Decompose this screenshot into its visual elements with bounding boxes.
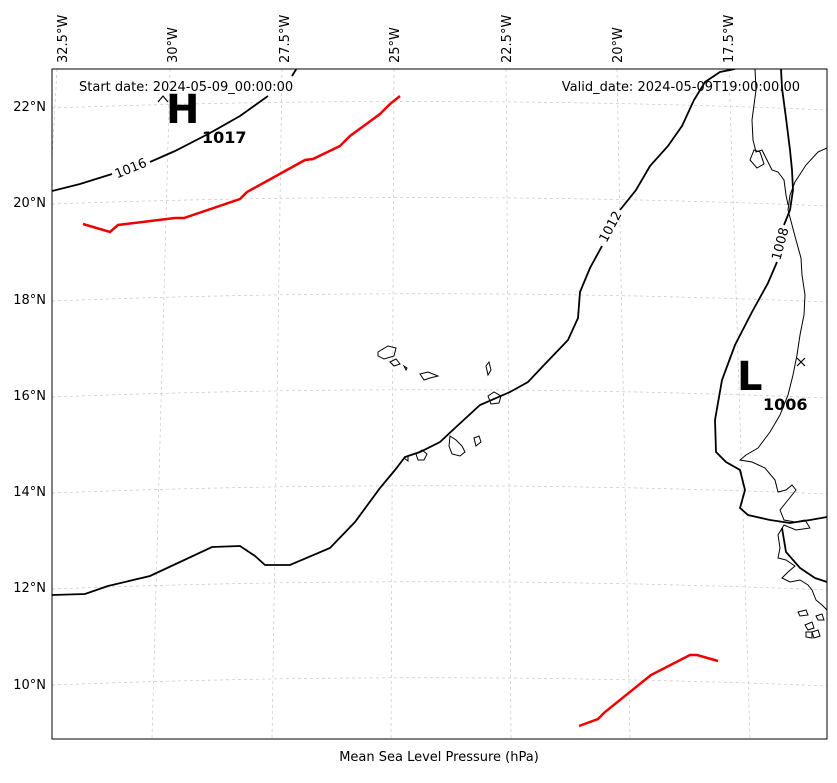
lon-label-25w: 25°W [388,27,403,63]
parallel-20n [52,197,827,207]
parallel-10n [52,677,827,687]
parallel-14n [52,485,827,495]
lat-label-20n: 20°N [13,196,46,211]
isobars [52,69,827,596]
front-southeast [578,653,719,728]
lon-label-30w: 30°W [166,27,181,63]
isobar-label-1016: 1016 [113,156,149,182]
coastal-island-north [749,149,765,169]
lon-label-20w: 20°W [611,27,626,63]
lat-label-22n: 22°N [13,100,46,115]
low-center-value: 1006 [763,395,808,414]
lat-label-18n: 18°N [13,293,46,308]
meridian-30w [151,69,171,739]
lon-label-32-5w: 32.5°W [56,15,71,63]
front-northwest [82,95,401,234]
low-center-marker [796,357,806,367]
latitude-tick-labels: 22°N 20°N 18°N 16°N 14°N 12°N 10°N [13,100,46,693]
island-santiago [448,435,466,457]
meridian-25w [390,69,395,739]
meridian-20w [616,69,631,739]
lon-label-22-5w: 22.5°W [500,15,515,63]
valid-date-label: Valid_date: 2024-05-09T19:00:00.00 [562,80,800,95]
parallel-22n [52,101,827,111]
parallel-12n [52,581,827,591]
island-sao-nicolau [419,371,440,381]
isobar-1008 [714,69,827,583]
island-santa-luzia [402,364,408,372]
lat-label-10n: 10°N [13,678,46,693]
isobar-label-1012: 1012 [597,209,626,245]
low-pressure-center: L 1006 [737,354,808,414]
western-sahara-coast [751,69,789,206]
isobar-label-1008: 1008 [769,226,792,262]
cape-verde-islands [377,345,502,462]
high-center-marker [157,95,169,103]
parallel-18n [52,293,827,303]
high-center-letter: H [166,87,199,133]
island-sal [485,360,492,377]
high-pressure-center: H 1017 [157,87,247,147]
island-boa-vista [487,391,502,405]
bijagos-islands [797,609,825,639]
high-center-value: 1017 [202,128,247,147]
meridian-17-5w [728,69,751,739]
map-caption: Mean Sea Level Pressure (hPa) [339,750,539,765]
island-santo-antao [377,345,397,360]
start-date-label: Start date: 2024-05-09_00:00:00 [79,80,293,95]
parallel-16n [52,389,827,399]
fronts [82,95,719,728]
lat-label-12n: 12°N [13,581,46,596]
map-frame [51,68,828,740]
plot-area: 1016 1012 1008 H 1017 L 1006 [52,69,827,739]
gridlines [52,69,827,739]
meridian-22-5w [505,69,512,739]
lat-label-14n: 14°N [13,485,46,500]
lon-label-27-5w: 27.5°W [278,15,293,63]
island-sao-vicente [389,358,401,367]
meridian-27-5w [271,69,283,739]
longitude-tick-labels: 32.5°W 30°W 27.5°W 25°W 22.5°W 20°W 17.5… [56,15,737,63]
african-coastline [738,147,827,611]
island-maio [473,435,482,447]
isobar-1012 [52,69,736,596]
meridian-32-5w [52,69,58,161]
low-center-letter: L [737,354,763,400]
lat-label-16n: 16°N [13,389,46,404]
lon-label-17-5w: 17.5°W [722,15,737,63]
